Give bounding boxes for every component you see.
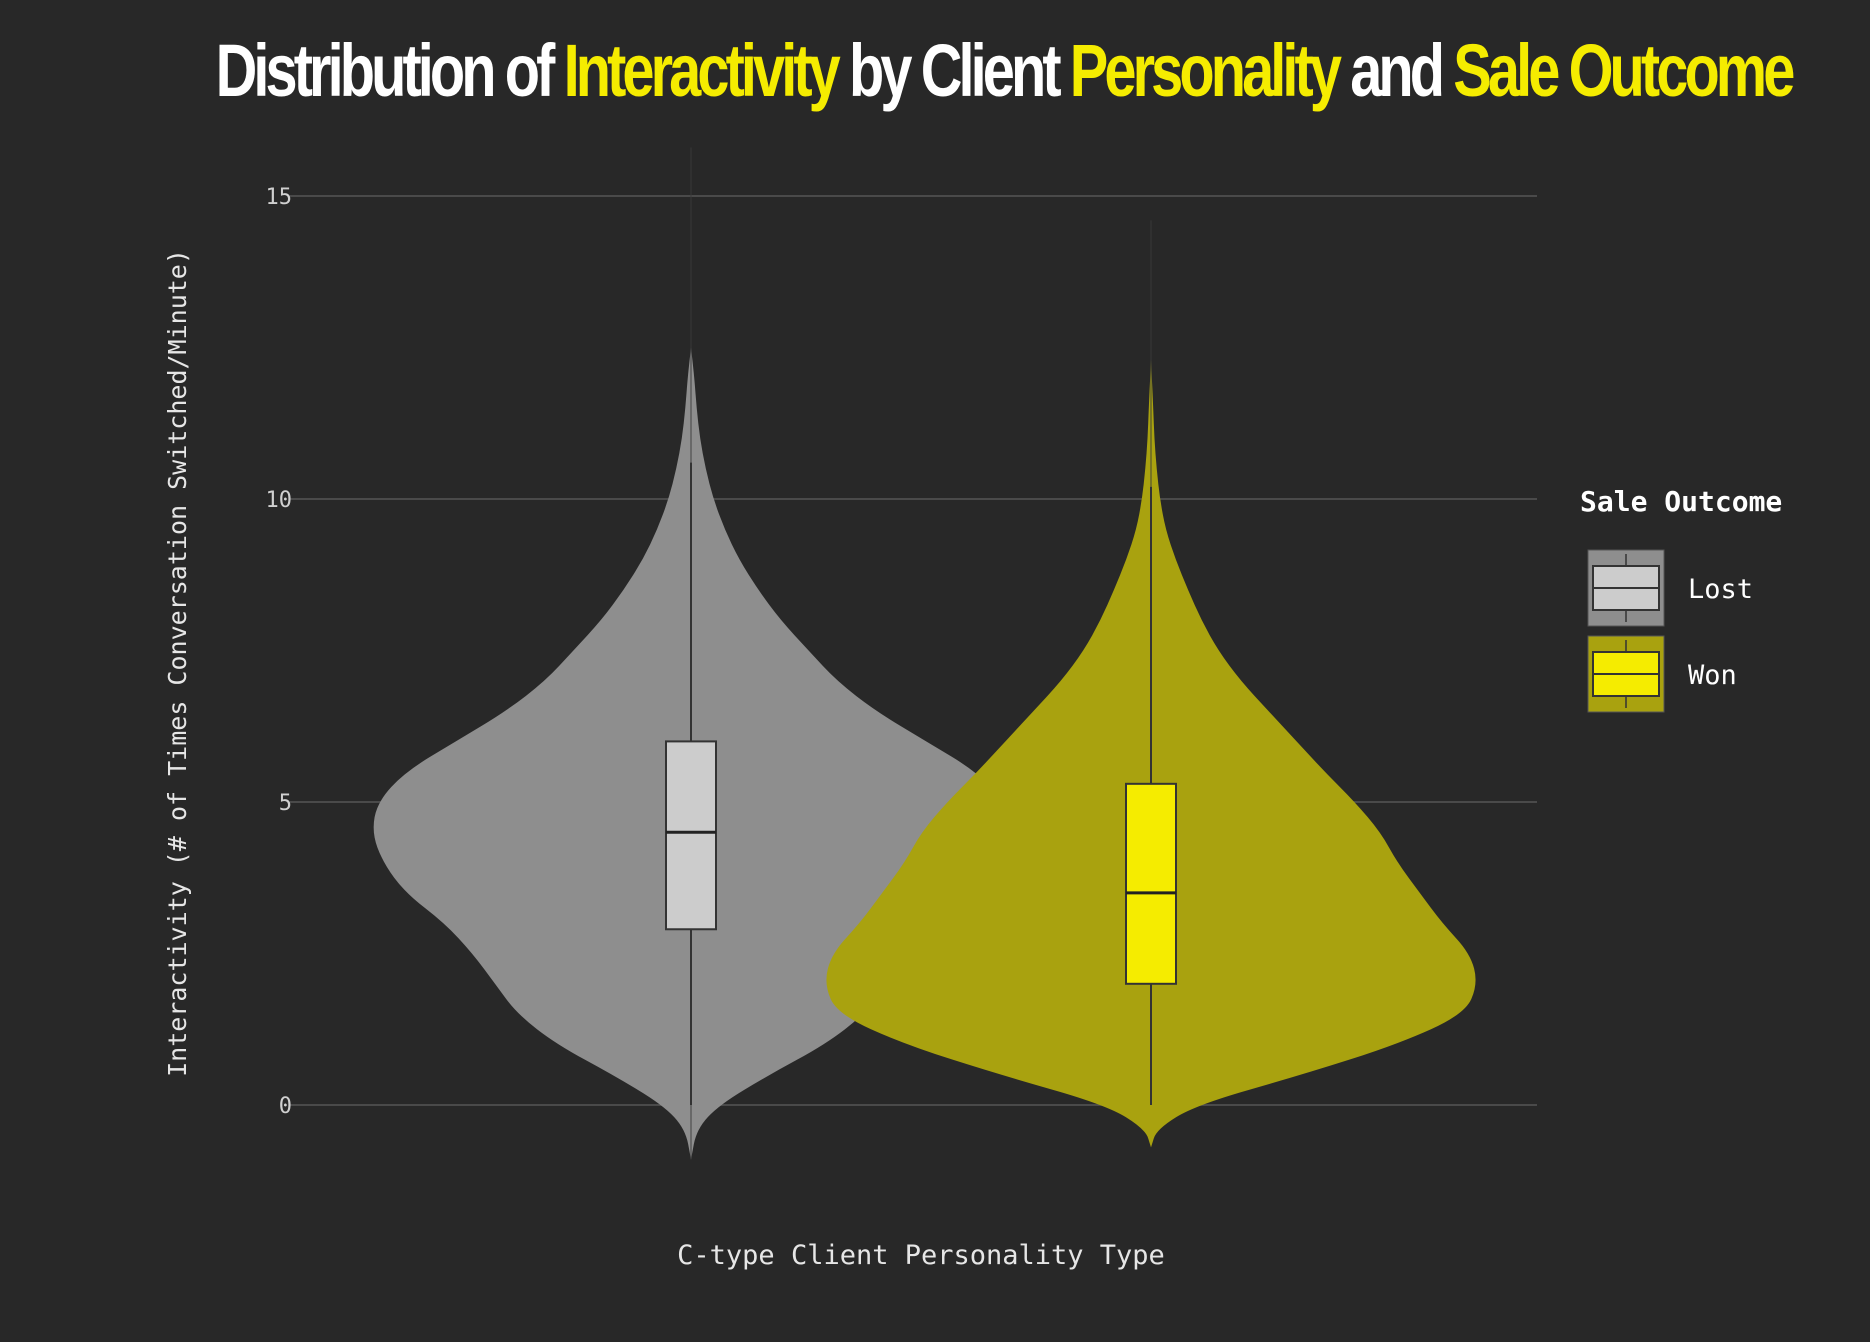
y-tick-label: 15 [266, 185, 293, 210]
box-iqr [665, 740, 717, 931]
violin-won [826, 220, 1476, 1148]
violins [373, 147, 1476, 1160]
legend-items: Lost Won [1587, 549, 1753, 713]
y-axis-ticks: 0 5 10 15 [266, 185, 293, 1119]
x-axis-label: C-type Client Personality Type [677, 1240, 1165, 1271]
y-tick-label: 5 [279, 791, 292, 816]
legend-item-lost: Lost [1587, 549, 1753, 627]
title-part-5: Sale Outcome [1453, 29, 1795, 112]
chart-title: Distribution of Interactivity by Client … [215, 28, 1796, 113]
legend-item-won: Won [1587, 635, 1737, 713]
legend: Sale Outcome Lost Won [1580, 485, 1782, 713]
title-part-4: and [1338, 29, 1454, 112]
box-iqr [1125, 782, 1177, 985]
y-axis-label: Interactivity (# of Times Conversation S… [163, 249, 192, 1077]
title-part-3: Personality [1069, 29, 1342, 112]
title-part-0: Distribution of [215, 29, 564, 112]
title-part-2: by Client [836, 29, 1070, 112]
legend-label: Won [1688, 660, 1737, 691]
title-part-1: Interactivity [563, 29, 841, 112]
y-tick-label: 0 [279, 1094, 292, 1119]
y-tick-label: 10 [266, 488, 293, 513]
legend-title: Sale Outcome [1580, 485, 1782, 518]
legend-label: Lost [1688, 574, 1753, 605]
